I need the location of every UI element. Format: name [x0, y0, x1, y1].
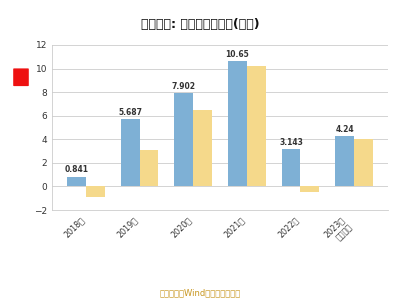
Text: 3.143: 3.143 [279, 138, 303, 147]
Text: 4.24: 4.24 [335, 125, 354, 134]
Bar [140, 150, 158, 186]
Bar [174, 93, 193, 186]
Bar [354, 139, 373, 186]
Bar [228, 61, 247, 186]
Bar [67, 176, 86, 186]
Text: 0.841: 0.841 [65, 165, 89, 174]
Bar [121, 119, 140, 186]
Bar [247, 66, 266, 186]
Bar [86, 186, 105, 197]
Text: 川发龙蟒: 近年年度净利润(亿元): 川发龙蟒: 近年年度净利润(亿元) [141, 18, 259, 31]
Bar [300, 186, 319, 192]
Bar [282, 149, 300, 186]
Bar [335, 136, 354, 186]
Text: 10.65: 10.65 [226, 50, 249, 58]
Bar [193, 110, 212, 186]
Text: 7.902: 7.902 [172, 82, 196, 91]
Text: 5.687: 5.687 [118, 108, 142, 117]
Text: 数据来源：Wind，川发龙蟒公告: 数据来源：Wind，川发龙蟒公告 [159, 288, 241, 297]
